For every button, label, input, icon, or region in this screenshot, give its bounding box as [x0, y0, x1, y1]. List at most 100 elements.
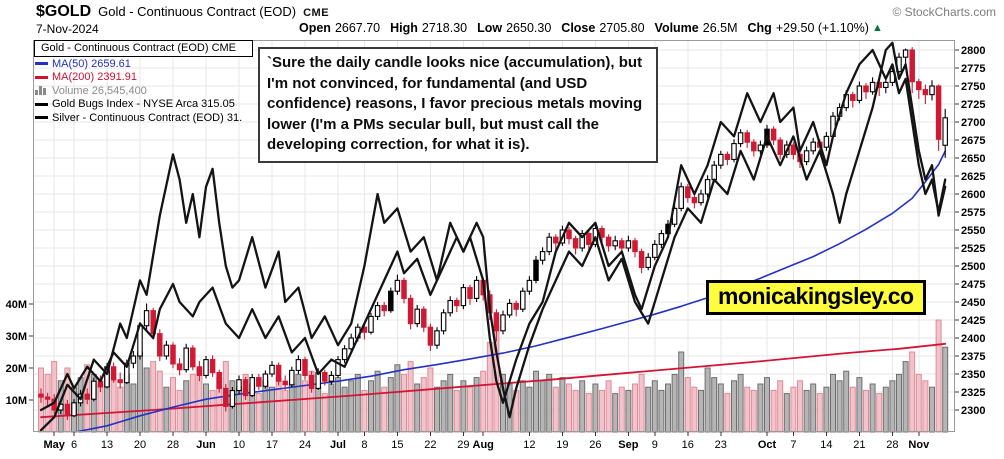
- candle-body: [414, 308, 420, 325]
- volume-bar: [691, 386, 698, 433]
- price-tick-label: 2675: [961, 135, 985, 147]
- candle-body: [493, 312, 500, 332]
- volume-bars: [38, 319, 949, 433]
- candle-body: [869, 81, 876, 93]
- candle-body: [909, 49, 915, 83]
- legend-item-label: Volume 26,545,400: [52, 84, 147, 97]
- candle-body: [691, 197, 698, 204]
- candle-body: [447, 300, 453, 314]
- volume-bar: [790, 386, 797, 433]
- volume-bar: [288, 383, 295, 433]
- volume-bar: [407, 361, 414, 433]
- price-tick-label: 2750: [961, 81, 985, 93]
- volume-bar: [843, 370, 850, 433]
- legend-main-label: Gold - Continuous Contract (EOD) CME: [41, 42, 237, 54]
- candle-body: [883, 81, 889, 88]
- candle-body: [157, 333, 163, 357]
- volume-bar: [764, 377, 770, 433]
- candle-body: [454, 300, 460, 307]
- price-tick-label: 2450: [961, 297, 985, 309]
- change-up-icon: ▲: [871, 22, 883, 34]
- ticker-symbol: $GOLD: [36, 3, 92, 20]
- candle-body: [790, 144, 797, 155]
- volume-bar: [552, 386, 559, 433]
- legend-item-label: MA(200) 2391.91: [52, 71, 137, 83]
- candle-body: [394, 279, 401, 292]
- legend: MA(50) 2659.61 MA(200) 2391.91 Volume 26,5…: [35, 57, 242, 125]
- volume-bar: [150, 361, 157, 433]
- volume-bar: [526, 386, 533, 433]
- date-tick-label: 23: [715, 439, 727, 451]
- candle-body: [658, 233, 665, 245]
- candle-body: [216, 372, 222, 389]
- silver-line: [39, 41, 947, 419]
- date-tick-label: Jun: [196, 439, 216, 451]
- candle-body: [553, 236, 559, 244]
- candle-body: [262, 373, 269, 387]
- candle-body: [110, 366, 117, 381]
- candle-body: [599, 228, 605, 238]
- price-tick-label: 2625: [961, 171, 985, 183]
- volume-bar: [361, 389, 368, 433]
- date-tick-label: 6: [71, 439, 77, 451]
- gold-bugs-index-line: [39, 48, 947, 432]
- volume-bar: [328, 383, 335, 433]
- candle-body: [850, 94, 856, 101]
- volume-bar: [592, 383, 599, 433]
- candle-body: [348, 337, 354, 350]
- volume-bar: [130, 383, 137, 433]
- candle-body: [473, 279, 480, 299]
- candle-body: [638, 251, 645, 268]
- candle-body: [440, 312, 447, 332]
- candle-body: [935, 85, 942, 140]
- volume-bar: [401, 373, 407, 433]
- open-label: Open: [299, 21, 331, 35]
- price-tick-label: 2475: [961, 279, 985, 291]
- volume-bar: [302, 380, 308, 433]
- candle-body: [704, 179, 711, 195]
- line-swatch-icon: [35, 116, 48, 119]
- volume-value: 26.5M: [702, 21, 738, 35]
- candle-body: [229, 390, 236, 407]
- candle-body: [632, 240, 638, 253]
- candle-body: [374, 305, 381, 317]
- volume-bar: [420, 377, 427, 433]
- volume-bar: [255, 393, 262, 433]
- candle-body: [427, 326, 434, 346]
- copyright-notice: © StockCharts.com: [892, 5, 996, 19]
- candle-body: [566, 229, 572, 240]
- legend-item-label: Silver - Continuous Contract (EOD) 31.: [52, 111, 243, 124]
- volume-bar: [935, 319, 942, 433]
- candle-body: [308, 374, 315, 389]
- watermark-site-link[interactable]: monicakingsley.co: [706, 280, 926, 315]
- date-tick-label: 26: [589, 439, 601, 451]
- volume-bar: [374, 370, 381, 433]
- volume-bar: [658, 389, 665, 433]
- volume-bar: [942, 346, 949, 433]
- candle-body: [513, 302, 519, 310]
- quote-summary: Open 2667.70 High 2718.30 Low 2650.30 Cl…: [299, 21, 883, 35]
- candle-body: [71, 402, 77, 417]
- volume-bar: [566, 383, 572, 433]
- line-swatch-icon: [35, 75, 48, 79]
- price-tick-label: 2800: [961, 45, 985, 57]
- candle-body: [289, 369, 295, 386]
- candle-body: [737, 132, 744, 145]
- candle-body: [506, 302, 513, 316]
- line-swatch-icon: [35, 102, 48, 106]
- price-tick-label: 2425: [961, 315, 985, 327]
- candle-body: [856, 85, 863, 101]
- volume-bar: [572, 389, 579, 433]
- volume-bar: [717, 383, 724, 433]
- candle-body: [335, 359, 341, 376]
- candle-body: [117, 379, 123, 384]
- volume-bar: [823, 386, 830, 433]
- price-tick-label: 2700: [961, 117, 985, 129]
- date-tick-label: 20: [134, 439, 146, 451]
- volume-bar: [203, 383, 209, 433]
- date-tick-label: Nov: [908, 439, 930, 451]
- date-tick-label: May: [43, 439, 65, 451]
- date-tick-label: 9: [652, 439, 658, 451]
- volume-bar: [605, 380, 612, 433]
- legend-item-gold-bugs-index: Gold Bugs Index - NYSE Arca 315.05: [35, 98, 242, 111]
